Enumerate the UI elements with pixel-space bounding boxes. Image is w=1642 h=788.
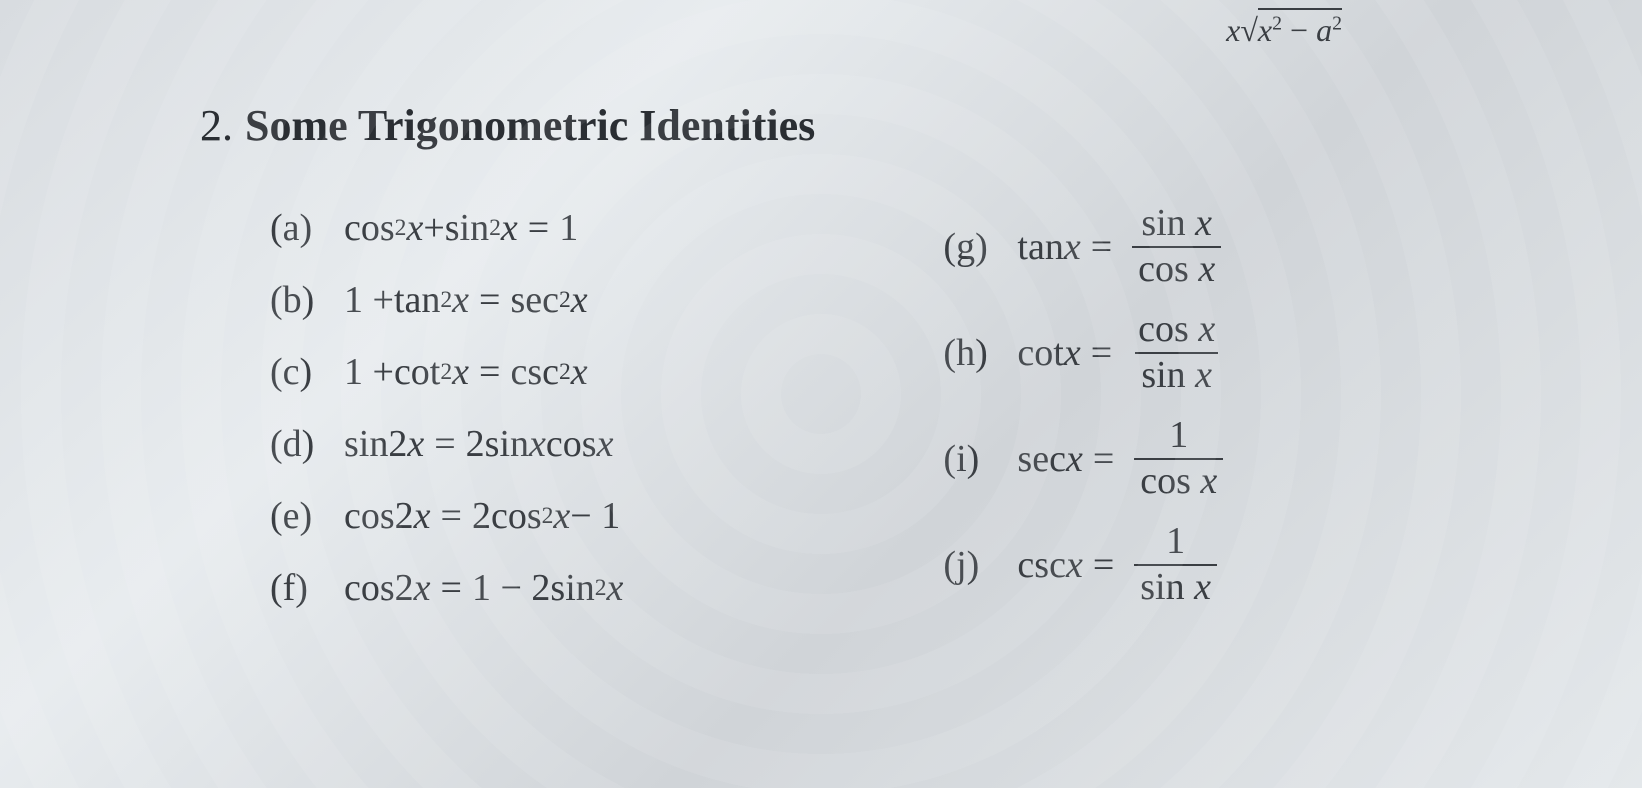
fraction: sin x cos x	[1132, 204, 1221, 290]
identity-f: (f) cos 2x = 1 − 2 sin2 x	[270, 561, 623, 615]
section-number: 2.	[200, 101, 233, 150]
top-var-x: x	[1226, 12, 1240, 48]
identity-d: (d) sin 2x = 2 sin x cos x	[270, 417, 623, 471]
section-title: 2.Some Trigonometric Identities	[200, 100, 1462, 151]
identity-g: (g) tan x = sin x cos x	[943, 201, 1223, 293]
fraction: 1 cos x	[1134, 416, 1223, 502]
section-heading-text: Some Trigonometric Identities	[245, 101, 815, 150]
fraction: cos x sin x	[1132, 310, 1221, 396]
identity-b: (b) 1 + tan2 x = sec2 x	[270, 273, 623, 327]
identity-j: (j) csc x = 1 sin x	[943, 519, 1223, 611]
identity-c: (c) 1 + cot2 x = csc2 x	[270, 345, 623, 399]
identity-e: (e) cos 2x = 2 cos2 x − 1	[270, 489, 623, 543]
right-column: (g) tan x = sin x cos x (h) cot x = cos …	[743, 201, 1223, 633]
top-partial-expression: x√x2 − a2	[1226, 8, 1342, 49]
left-column: (a) cos2 x + sin2 x = 1 (b) 1 + tan2 x =…	[200, 201, 623, 633]
fraction: 1 sin x	[1134, 522, 1217, 608]
identities-columns: (a) cos2 x + sin2 x = 1 (b) 1 + tan2 x =…	[200, 201, 1462, 633]
identity-h: (h) cot x = cos x sin x	[943, 307, 1223, 399]
identity-i: (i) sec x = 1 cos x	[943, 413, 1223, 505]
identity-a: (a) cos2 x + sin2 x = 1	[270, 201, 623, 255]
